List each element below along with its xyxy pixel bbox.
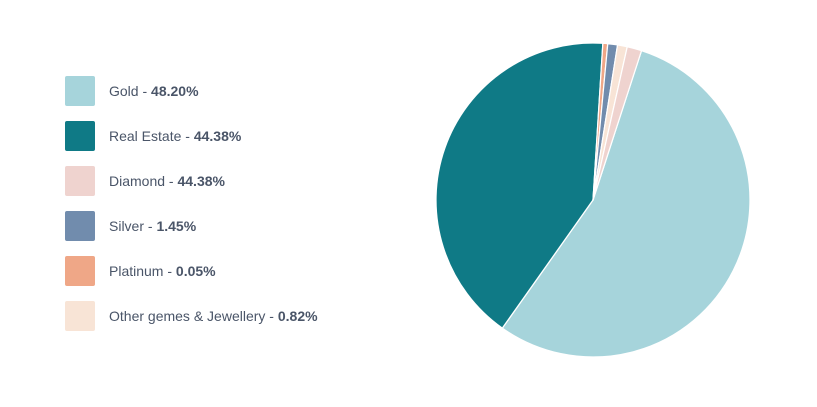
legend-swatch-diamond — [65, 166, 95, 196]
pie-slice-gold — [501, 50, 751, 358]
legend-separator: - — [142, 83, 152, 99]
legend-label-other-gemes-jewellery-text: Other gemes & Jewellery - 0.82% — [109, 307, 318, 325]
legend-swatch-gold — [65, 76, 95, 106]
legend-swatch-silver — [65, 211, 95, 241]
pie-slice-diamond — [592, 46, 643, 201]
legend-value-silver: 1.45% — [156, 218, 197, 234]
legend-label-diamond: Diamond — [109, 173, 166, 189]
legend-separator: - — [147, 218, 157, 234]
legend-label-other-gemes-jewellery: Other gemes & Jewellery — [109, 308, 266, 324]
legend-separator: - — [167, 263, 176, 279]
legend-swatch-other-gemes-jewellery — [65, 301, 95, 331]
legend-label-real-estate: Real Estate — [109, 128, 182, 144]
legend-label-gold-text: Gold - 48.20% — [109, 82, 199, 100]
pie-slices — [435, 42, 751, 358]
legend-item-diamond: Diamond - 44.38% — [65, 166, 395, 196]
legend-item-real-estate: Real Estate - 44.38% — [65, 121, 395, 151]
legend-value-diamond: 44.38% — [177, 173, 225, 189]
legend-swatch-real-estate — [65, 121, 95, 151]
legend-item-platinum: Platinum - 0.05% — [65, 256, 395, 286]
legend-label-silver: Silver — [109, 218, 145, 234]
legend-separator: - — [269, 308, 278, 324]
legend-value-real-estate: 44.38% — [193, 128, 242, 144]
legend-value-other-gemes-jewellery: 0.82% — [277, 308, 318, 324]
legend-value-platinum: 0.05% — [175, 263, 216, 279]
chart-legend: Gold - 48.20% Real Estate - 44.38% Diamo… — [65, 76, 395, 346]
pie-slice-real-estate — [435, 42, 604, 329]
legend-label-gold: Gold — [109, 83, 139, 99]
legend-label-platinum: Platinum — [109, 263, 164, 279]
legend-label-platinum-text: Platinum - 0.05% — [109, 262, 216, 280]
legend-label-diamond-text: Diamond - 44.38% — [109, 172, 225, 190]
legend-label-silver-text: Silver - 1.45% — [109, 217, 196, 235]
legend-swatch-platinum — [65, 256, 95, 286]
legend-item-silver: Silver - 1.45% — [65, 211, 395, 241]
legend-label-real-estate-text: Real Estate - 44.38% — [109, 127, 241, 145]
legend-item-other-gemes-jewellery: Other gemes & Jewellery - 0.82% — [65, 301, 395, 331]
legend-value-gold: 48.20% — [151, 83, 199, 99]
legend-separator: - — [168, 173, 178, 189]
legend-item-gold: Gold - 48.20% — [65, 76, 395, 106]
legend-separator: - — [185, 128, 194, 144]
pie-chart — [435, 42, 751, 358]
